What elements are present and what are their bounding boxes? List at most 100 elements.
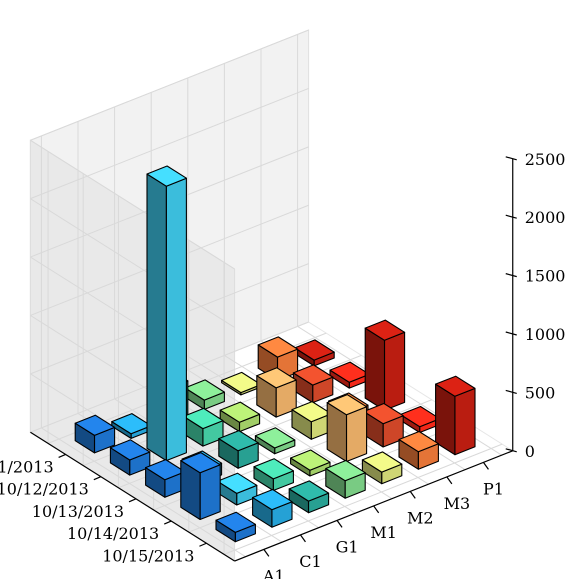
bar-top [292, 364, 334, 386]
bar-top [363, 402, 404, 425]
bar-10/15/2013-M1 [325, 459, 366, 499]
bar-10/12/2013-M1 [219, 401, 261, 433]
z-tick-label: 1500 [525, 267, 566, 286]
bar-10/15/2013-P1 [435, 375, 476, 456]
column-tick [336, 520, 343, 528]
bar-top [398, 430, 439, 453]
bar-10/11/2013-M1 [184, 379, 225, 410]
bar-10/14/2013-C1 [216, 472, 258, 506]
bar-10/13/2013-P1 [364, 319, 406, 411]
bar-10/15/2013-C1 [252, 488, 293, 528]
grid-line [41, 427, 246, 558]
column-tick [446, 476, 453, 485]
bar-top [183, 407, 224, 430]
bar-10/14/2013-P1 [399, 405, 441, 434]
bar-top [364, 319, 406, 341]
grid-line [30, 29, 309, 141]
bars [74, 165, 476, 543]
bar-10/12/2013-P1 [329, 361, 370, 389]
bar-top [329, 361, 370, 383]
bar-10/12/2013-A1 [109, 439, 151, 476]
column-tick-label: A1 [262, 566, 285, 579]
z-tick [505, 448, 517, 453]
column-tick [409, 491, 416, 499]
bar-10/12/2013-G1 [183, 407, 224, 447]
bar-top [111, 413, 152, 435]
tick-labels: A1 C1 G1 M1 M2 M3 P1 10/11/2013 10/12/2013 10/13/… [0, 150, 565, 579]
row-tick [58, 453, 66, 459]
bar-10/15/2013-M2 [361, 451, 403, 485]
bar-face [345, 406, 368, 463]
z-tick [505, 331, 517, 336]
bar-10/14/2013-M2 [326, 394, 368, 463]
bar-top [74, 414, 116, 436]
bar-top [254, 427, 296, 449]
column-tick [299, 534, 306, 543]
z-tick-label: 2000 [525, 208, 566, 227]
row-tick [93, 476, 102, 481]
bar-top [184, 379, 225, 401]
bar-10/14/2013-A1 [180, 452, 221, 521]
bar-10/13/2013-A1 [145, 459, 186, 498]
bar-top [288, 480, 330, 502]
bar-face [199, 464, 221, 521]
bar-face [165, 177, 187, 462]
grid-line [223, 443, 503, 555]
z-tick-label: 2500 [525, 150, 566, 169]
row-tick-label: 10/11/2013 [0, 457, 54, 476]
row-tick [128, 498, 137, 503]
bar-top [216, 472, 258, 494]
bar-top [294, 339, 335, 361]
bar-top [257, 336, 299, 358]
bar-top [252, 488, 293, 511]
z-tick-label: 500 [525, 383, 556, 402]
bar-top [215, 511, 256, 533]
bar-top [219, 401, 261, 423]
bar-10/15/2013-M3 [398, 430, 439, 470]
bar-top [326, 394, 368, 416]
column-tick-label: G1 [336, 537, 359, 556]
z-tick [505, 389, 517, 394]
bar-face [383, 331, 406, 411]
bar-top [109, 439, 151, 461]
bar-10/14/2013-G1 [253, 458, 294, 492]
column-tick [263, 549, 270, 557]
z-tick-label: 1000 [525, 325, 566, 344]
bar-top [435, 375, 476, 397]
grid-line [30, 139, 235, 270]
bar-10/12/2013-M2 [256, 367, 297, 418]
row-tick [199, 542, 207, 547]
row-tick-label: 10/13/2013 [32, 502, 124, 521]
column-tick-label: M2 [407, 508, 434, 527]
bar-10/12/2013-M3 [292, 364, 334, 404]
bar-top [145, 459, 186, 481]
row-tick-label: 10/12/2013 [0, 480, 89, 499]
column-tick-label: C1 [299, 552, 321, 571]
bar-10/11/2013-C1 [111, 413, 152, 439]
grid-line [30, 256, 235, 387]
bar-top [253, 458, 294, 480]
bar-top [361, 451, 403, 473]
bar-top [290, 449, 331, 471]
bar-10/15/2013-G1 [288, 480, 330, 514]
row-axis-line [30, 431, 235, 562]
bar-10/14/2013-M1 [290, 449, 331, 477]
bar-top [256, 367, 297, 389]
z-tick [505, 273, 517, 278]
column-tick [482, 462, 489, 470]
row-tick-label: 10/14/2013 [67, 524, 159, 543]
bar-top [221, 371, 262, 394]
bar-10/11/2013-A1 [74, 414, 116, 454]
z-tick-label: 0 [525, 442, 535, 461]
bar-10/13/2013-G1 [218, 430, 259, 469]
column-tick-label: P1 [483, 479, 504, 498]
column-tick-label: M1 [370, 523, 397, 542]
column-tick [373, 505, 380, 514]
bar-top [146, 165, 187, 187]
column-tick-label: M3 [444, 494, 471, 513]
bar-10/11/2013-M2 [221, 371, 262, 396]
bar-face [146, 173, 167, 462]
axis-lines [30, 156, 517, 562]
row-tick [163, 520, 172, 525]
